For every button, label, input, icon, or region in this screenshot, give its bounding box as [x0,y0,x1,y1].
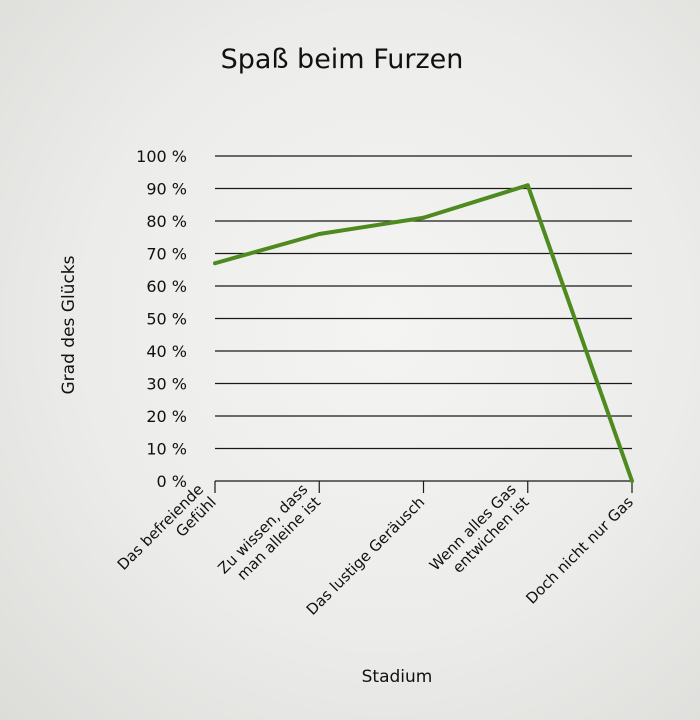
y-tick-label: 10 % [146,440,187,459]
x-tick-marks [214,481,633,493]
y-tick-label: 90 % [146,180,187,199]
data-point [525,183,530,188]
y-tick-labels: 0 % 10 % 20 % 30 % 40 % 50 % 60 % 70 % 80 % 90 % 1… [136,147,187,491]
y-tick-label: 70 % [146,245,187,264]
x-category-label: Wenn alles Gasentwichen ist [426,480,533,587]
chart-title: Spaß beim Furzen [221,44,464,75]
y-tick-label: 60 % [146,277,187,296]
y-tick-label: 20 % [146,407,187,426]
data-point [630,479,634,483]
data-point [317,232,322,236]
x-category-label: Das lustige Geräusch [303,493,429,619]
y-tick-label: 30 % [146,375,187,394]
y-tick-label: 100 % [136,147,187,166]
data-point [213,261,217,266]
data-point [421,215,426,220]
x-category-label: Das befreiendeGefühl [114,480,220,586]
x-axis-title: Stadium [362,667,433,687]
y-tick-label: 0 % [157,472,187,491]
y-axis-title: Grad des Glücks [59,255,79,394]
x-category-label: Zu wissen, dassman alleine ist [214,480,324,590]
y-tick-label: 80 % [146,212,187,231]
y-tick-label: 50 % [146,310,187,329]
y-tick-label: 40 % [146,342,187,361]
data-points [213,183,634,483]
x-category-label: Doch nicht nur Gas [522,493,637,608]
gridlines [215,155,632,482]
series-line [214,183,634,482]
